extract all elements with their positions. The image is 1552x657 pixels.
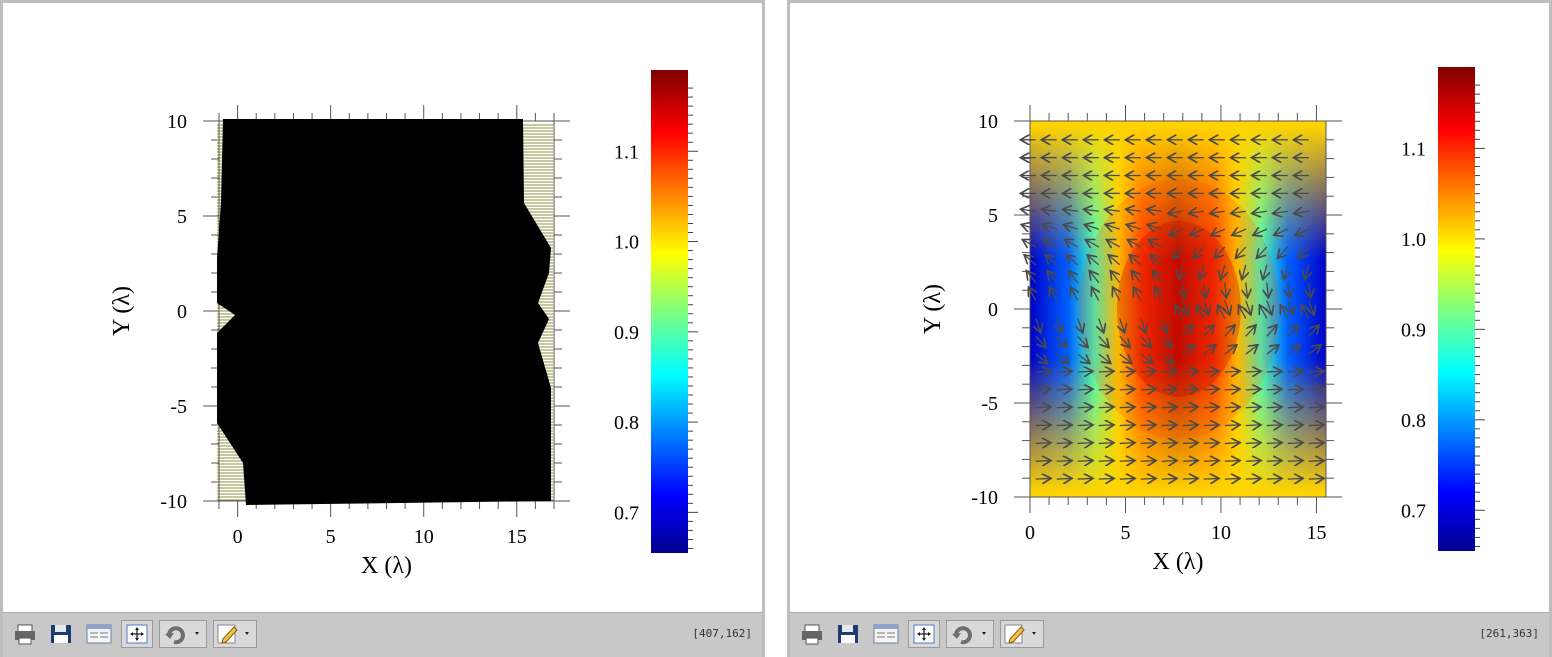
y-axis-label: Y (λ) bbox=[109, 286, 135, 336]
x-tick-label: 5 bbox=[326, 526, 336, 548]
y-tick-label: -5 bbox=[170, 396, 187, 418]
colorbar-tick-label: 0.7 bbox=[614, 502, 639, 524]
colorbar-gradient bbox=[651, 70, 688, 553]
quiver-arrows bbox=[1022, 140, 1323, 479]
x-tick-label: 10 bbox=[414, 526, 434, 548]
y-axis-label: Y (λ) bbox=[920, 284, 946, 334]
colorbar-tick-label: 0.8 bbox=[1401, 410, 1426, 432]
edit-menu-button[interactable] bbox=[1000, 620, 1044, 648]
floppy-disk-icon bbox=[51, 625, 71, 643]
print-button[interactable] bbox=[798, 620, 826, 648]
fit-view-button[interactable] bbox=[121, 620, 153, 648]
rotate-menu-button[interactable] bbox=[159, 620, 207, 648]
fit-view-button[interactable] bbox=[908, 620, 940, 648]
x-tick-label: 0 bbox=[1025, 522, 1035, 544]
properties-icon bbox=[873, 624, 899, 644]
printer-icon bbox=[802, 624, 822, 645]
y-tick-label: 5 bbox=[988, 205, 998, 227]
x-axis-label: X (λ) bbox=[361, 553, 412, 579]
colorbar-tick-label: 1.0 bbox=[614, 232, 639, 254]
y-tick-label: 10 bbox=[978, 111, 998, 133]
plot-canvas-right[interactable]: 0 5 10 15 10 5 0 -5 -10 X (λ) Y (λ) 1.1 1.0 0.9 0.8 0.… bbox=[790, 3, 1552, 615]
x-tick-label: 15 bbox=[507, 526, 527, 548]
plot-panel-left: 0 5 10 15 10 5 0 -5 -10 X (λ) Y (λ) 1.1 1.0 0.9 0.8 0.… bbox=[0, 0, 765, 657]
rotate-icon bbox=[165, 626, 199, 645]
x-tick-label: 5 bbox=[1120, 522, 1130, 544]
fit-arrows-icon bbox=[126, 624, 148, 644]
colorbar-tick-label: 0.7 bbox=[1401, 500, 1426, 522]
save-button[interactable] bbox=[834, 620, 862, 648]
colorbar-tick-label: 1.0 bbox=[1401, 229, 1426, 251]
edit-menu-button[interactable] bbox=[213, 620, 257, 648]
pencil-icon bbox=[217, 624, 249, 644]
dense-quiver-field bbox=[217, 119, 551, 505]
colorbar-tick-label: 1.1 bbox=[614, 141, 639, 163]
rotate-icon bbox=[952, 626, 986, 645]
colorbar-gradient bbox=[1438, 67, 1475, 551]
rotate-menu-button[interactable] bbox=[946, 620, 994, 648]
y-tick-label: 0 bbox=[177, 301, 187, 323]
colorbar-left: 1.1 1.0 0.9 0.8 0.7 bbox=[614, 70, 698, 553]
print-button[interactable] bbox=[11, 620, 39, 648]
colorbar-tick-label: 0.8 bbox=[614, 412, 639, 434]
pencil-icon bbox=[1004, 624, 1036, 644]
plot-canvas-left[interactable]: 0 5 10 15 10 5 0 -5 -10 X (λ) Y (λ) 1.1 1.0 0.9 0.8 0.… bbox=[3, 3, 768, 615]
plot-area-left: 0 5 10 15 10 5 0 -5 -10 X (λ) Y (λ) bbox=[109, 105, 570, 579]
y-tick-label: -5 bbox=[981, 393, 998, 415]
printer-icon bbox=[15, 624, 35, 645]
colorbar-tick-label: 0.9 bbox=[614, 322, 639, 344]
toolbar-right: [261,363] bbox=[790, 612, 1549, 657]
y-tick-label: 5 bbox=[177, 206, 187, 228]
colorbar-tick-label: 0.9 bbox=[1401, 319, 1426, 341]
properties-icon bbox=[86, 624, 112, 644]
colorbar-right: 1.1 1.0 0.9 0.8 0.7 bbox=[1401, 67, 1485, 551]
y-tick-label: -10 bbox=[160, 491, 187, 513]
colorbar-tick-label: 1.1 bbox=[1401, 138, 1426, 160]
plot-area-right: 0 5 10 15 10 5 0 -5 -10 X (λ) Y (λ) bbox=[920, 105, 1342, 575]
y-tick-label: 0 bbox=[988, 299, 998, 321]
save-button[interactable] bbox=[47, 620, 75, 648]
x-tick-label: 0 bbox=[233, 526, 243, 548]
properties-button[interactable] bbox=[83, 620, 115, 648]
floppy-disk-icon bbox=[838, 625, 858, 643]
coordinate-readout: [261,363] bbox=[1479, 627, 1539, 640]
toolbar-left: [407,162] bbox=[3, 612, 762, 657]
fit-arrows-icon bbox=[913, 624, 935, 644]
coordinate-readout: [407,162] bbox=[692, 627, 752, 640]
y-tick-label: 10 bbox=[167, 111, 187, 133]
y-tick-label: -10 bbox=[971, 487, 998, 509]
x-tick-label: 10 bbox=[1211, 522, 1231, 544]
x-axis-label: X (λ) bbox=[1153, 549, 1204, 575]
plot-panel-right: 0 5 10 15 10 5 0 -5 -10 X (λ) Y (λ) 1.1 1.0 0.9 0.8 0.… bbox=[787, 0, 1552, 657]
x-tick-label: 15 bbox=[1306, 522, 1326, 544]
properties-button[interactable] bbox=[870, 620, 902, 648]
